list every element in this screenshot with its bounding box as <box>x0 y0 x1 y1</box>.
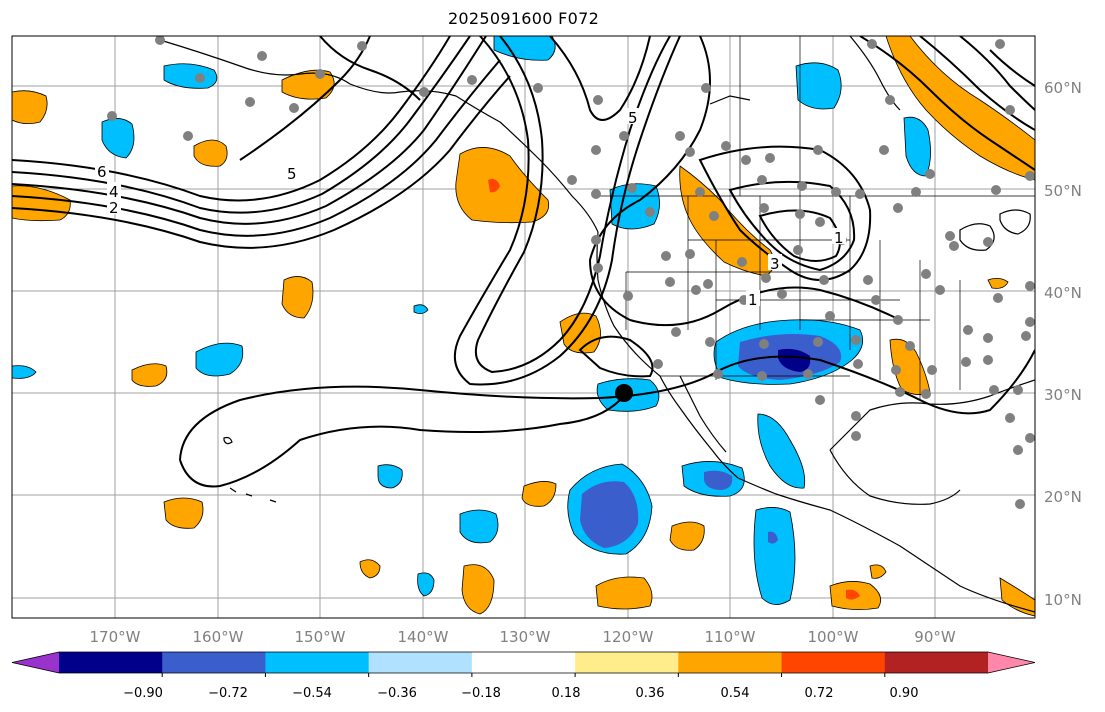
lat-label: 40°N <box>1044 284 1082 302</box>
lon-label: 160°W <box>193 628 244 646</box>
contour-label: 2 <box>109 199 119 217</box>
colorbar-segment <box>59 652 163 673</box>
map-title: 2025091600 F072 <box>447 9 600 28</box>
colorbar-tick-label: 0.90 <box>890 686 919 701</box>
colorbar-extend-high <box>988 652 1035 673</box>
lon-label: 150°W <box>295 628 346 646</box>
contour-labels: 6 4 2 5 5 3 1 1 <box>95 108 846 309</box>
contour-label: 1 <box>834 229 844 247</box>
colorbar-tick-label: −0.72 <box>208 686 248 701</box>
political-borders <box>598 36 1035 400</box>
lat-label: 50°N <box>1044 182 1082 200</box>
colorbar-segment <box>884 652 989 673</box>
colorbar-tick-label: 0.18 <box>552 686 581 701</box>
lon-label: 120°W <box>603 628 654 646</box>
colorbar-tick-label: −0.18 <box>461 686 501 701</box>
lon-label: 100°W <box>808 628 859 646</box>
contour-label: 5 <box>287 165 297 183</box>
contour-label: 1 <box>748 291 758 309</box>
colorbar-tick-label: −0.54 <box>292 686 332 701</box>
lon-label: 130°W <box>500 628 551 646</box>
lon-label: 140°W <box>398 628 449 646</box>
colorbar-tick-label: 0.72 <box>805 686 834 701</box>
colorbar-segment <box>265 652 370 673</box>
lon-label: 170°W <box>90 628 141 646</box>
lat-label: 10°N <box>1044 591 1082 609</box>
lat-label: 20°N <box>1044 488 1082 506</box>
colorbar-tick-label: 0.36 <box>636 686 665 701</box>
colorbar-segment <box>678 652 783 673</box>
latitude-labels: 60°N 50°N 40°N 30°N 20°N 10°N <box>1044 79 1082 609</box>
strongest-negative-anomaly-shading <box>778 348 811 372</box>
location-marker <box>615 384 633 402</box>
contour-label: 4 <box>109 183 119 201</box>
colorbar-extend-low <box>12 652 59 673</box>
longitude-labels: 170°W 160°W 150°W 140°W 130°W 120°W 110°… <box>90 628 956 646</box>
contour-label: 5 <box>628 109 638 127</box>
lat-label: 60°N <box>1044 79 1082 97</box>
colorbar-tick-label: −0.90 <box>123 686 163 701</box>
colorbar-outline <box>11 651 1036 674</box>
lon-label: 110°W <box>705 628 756 646</box>
colorbar-tick-label: 0.54 <box>721 686 750 701</box>
colorbar-segment <box>575 652 679 673</box>
colorbar-segment <box>781 652 886 673</box>
lat-label: 30°N <box>1044 386 1082 404</box>
colorbar-tick-labels: −0.90 −0.72 −0.54 −0.36 −0.18 0.18 0.36 … <box>123 686 918 701</box>
colorbar <box>11 651 1036 677</box>
strong-positive-anomaly-shading <box>488 178 860 600</box>
lon-label: 90°W <box>914 628 956 646</box>
station-dots <box>107 36 1035 509</box>
contour-label: 6 <box>97 163 107 181</box>
colorbar-segment <box>471 652 576 673</box>
colorbar-segment <box>368 652 473 673</box>
colorbar-tick-label: −0.36 <box>377 686 417 701</box>
contour-label: 3 <box>770 255 780 273</box>
colorbar-segment <box>162 652 266 673</box>
